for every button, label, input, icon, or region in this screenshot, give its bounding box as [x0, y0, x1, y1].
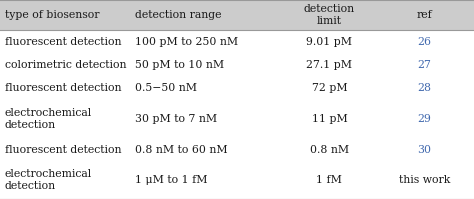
Text: this work: this work [399, 175, 450, 185]
Bar [0, 0, 474, 30]
Text: type of biosensor: type of biosensor [5, 10, 99, 20]
Text: fluorescent detection: fluorescent detection [5, 83, 121, 93]
Text: 1 fM: 1 fM [317, 175, 342, 185]
Text: 11 pM: 11 pM [311, 114, 347, 124]
Text: electrochemical
detection: electrochemical detection [5, 108, 92, 130]
Text: 0.5−50 nM: 0.5−50 nM [135, 83, 197, 93]
Text: 30: 30 [417, 144, 431, 155]
Text: 30 pM to 7 nM: 30 pM to 7 nM [135, 114, 217, 124]
Text: ref: ref [416, 10, 432, 20]
Text: 28: 28 [417, 83, 431, 93]
Text: 27.1 pM: 27.1 pM [306, 60, 353, 70]
Text: 72 pM: 72 pM [311, 83, 347, 93]
Text: detection
limit: detection limit [304, 4, 355, 26]
Text: 29: 29 [417, 114, 431, 124]
Text: 27: 27 [417, 60, 431, 70]
Text: electrochemical
detection: electrochemical detection [5, 169, 92, 191]
Text: 50 pM to 10 nM: 50 pM to 10 nM [135, 60, 224, 70]
Text: fluorescent detection: fluorescent detection [5, 144, 121, 155]
Text: 1 μM to 1 fM: 1 μM to 1 fM [135, 175, 208, 185]
Text: fluorescent detection: fluorescent detection [5, 37, 121, 47]
Text: detection range: detection range [135, 10, 221, 20]
Text: 0.8 nM: 0.8 nM [310, 144, 349, 155]
Text: 100 pM to 250 nM: 100 pM to 250 nM [135, 37, 238, 47]
Text: 0.8 nM to 60 nM: 0.8 nM to 60 nM [135, 144, 228, 155]
Text: 9.01 pM: 9.01 pM [306, 37, 353, 47]
Text: colorimetric detection: colorimetric detection [5, 60, 126, 70]
Text: 26: 26 [417, 37, 431, 47]
